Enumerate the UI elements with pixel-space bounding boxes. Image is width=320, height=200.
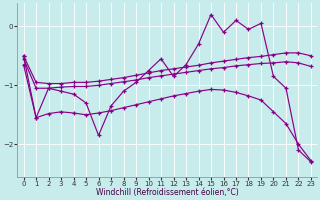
X-axis label: Windchill (Refroidissement éolien,°C): Windchill (Refroidissement éolien,°C) — [96, 188, 239, 197]
